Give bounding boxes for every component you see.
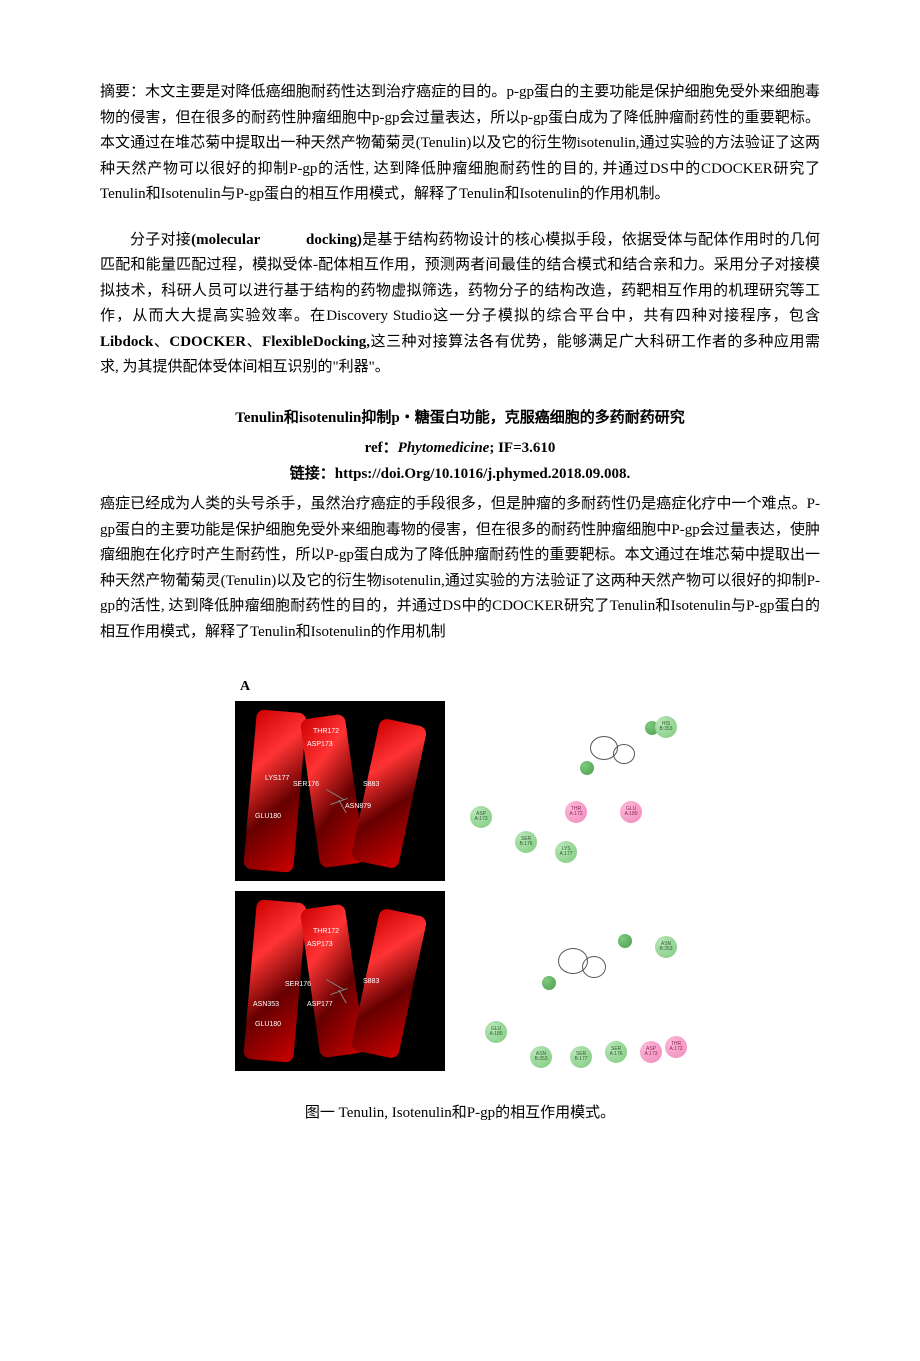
link-prefix: 链接： (290, 466, 335, 482)
docking-prefix: 分子对接 (130, 232, 191, 248)
residue-label: ASP173 (307, 939, 333, 951)
residue-circle: ASN B:353 (530, 1046, 552, 1068)
residue-label: THR172 (313, 726, 339, 738)
ligand-structure (325, 976, 355, 1006)
docking-bold3: CDOCKER (169, 334, 246, 350)
compound-structure (540, 926, 630, 996)
residue-label: GLU180 (255, 811, 281, 823)
residue-circle: SER B:177 (570, 1046, 592, 1068)
residue-label: S883 (363, 976, 379, 988)
atom-icon (542, 976, 556, 990)
residue-label: SER176 (285, 979, 311, 991)
helix-shape (350, 717, 427, 869)
docking-sep1: 、 (153, 334, 169, 350)
figure-row-bottom: THR172 ASP173 SER176 S883 ASN353 ASP177 … (235, 891, 685, 1071)
figure-caption: 图一 Tenulin, Isotenulin和P-gp的相互作用模式。 (100, 1101, 820, 1127)
residue-circle: ASP A:173 (640, 1041, 662, 1063)
abstract-paragraph: 摘要：木文主要是对降低癌细胞耐药性达到治疗癌症的目的。p-gp蛋白的主要功能是保… (100, 80, 820, 208)
residue-circle: LYS A:177 (555, 841, 577, 863)
interaction-diagram-top: HIS B:353 ASP A:173 THR A:172 GLU A:180 SER … (455, 701, 685, 881)
residue-circle: GLU A:180 (485, 1021, 507, 1043)
link-url: https://doi.Org/10.1016/j.phymed.2018.09… (335, 466, 630, 482)
residue-circle: SER B:176 (515, 831, 537, 853)
body-paragraph: 癌症已经成为人类的头号杀手，虽然治疗癌症的手段很多，但是肿瘤的多耐药性仍是癌症化… (100, 492, 820, 645)
article-title: Tenulin和isotenulin抑制p・糖蛋白功能，克服癌细胞的多药耐药研究 (100, 406, 820, 432)
residue-circle: SER A:176 (605, 1041, 627, 1063)
ref-suffix: ; IF=3.610 (489, 440, 555, 456)
interaction-diagram-bottom: ASN B:353 GLU A:180 ASN B:353 SER B:177 SER … (455, 891, 685, 1071)
residue-label: LYS177 (265, 773, 289, 785)
compound-structure (575, 716, 665, 786)
atom-icon (618, 934, 632, 948)
docking-bold4: FlexibleDocking, (262, 334, 370, 350)
ref-journal: Phytomedicine (398, 440, 490, 456)
helix-shape (350, 907, 427, 1059)
figure-panel: A THR172 ASP173 LYS177 SER176 S883 ASN87… (235, 675, 685, 1081)
residue-label: SER176 (293, 779, 319, 791)
residue-label: ASN353 (253, 999, 279, 1011)
residue-circle: ASN B:353 (655, 936, 677, 958)
residue-label: THR172 (313, 926, 339, 938)
residue-circle: THR A:172 (565, 801, 587, 823)
ref-prefix: ref： (365, 440, 398, 456)
residue-circle: HIS B:353 (655, 716, 677, 738)
reference-line: ref：Phytomedicine; IF=3.610 (100, 436, 820, 462)
protein-structure-image-bottom: THR172 ASP173 SER176 S883 ASN353 ASP177 … (235, 891, 445, 1071)
docking-intro-paragraph: 分子对接(molecular docking)是基于结构药物设计的核心模拟手段，… (100, 228, 820, 381)
residue-label: GLU180 (255, 1019, 281, 1031)
figure-container: A THR172 ASP173 LYS177 SER176 S883 ASN87… (100, 675, 820, 1126)
ligand-structure (325, 786, 355, 816)
link-line: 链接：https://doi.Org/10.1016/j.phymed.2018… (100, 462, 820, 488)
residue-circle: GLU A:180 (620, 801, 642, 823)
figure-row-top: THR172 ASP173 LYS177 SER176 S883 ASN879 … (235, 701, 685, 881)
atom-icon (580, 761, 594, 775)
docking-bold1: (molecular docking) (191, 232, 362, 248)
docking-sep2: 、 (246, 334, 262, 350)
residue-circle: ASP A:173 (470, 806, 492, 828)
panel-label-a: A (235, 675, 685, 699)
residue-label: S883 (363, 779, 379, 791)
residue-label: ASP173 (307, 739, 333, 751)
helix-shape (243, 709, 307, 873)
docking-bold2: Libdock (100, 334, 153, 350)
protein-structure-image-top: THR172 ASP173 LYS177 SER176 S883 ASN879 … (235, 701, 445, 881)
residue-circle: THR A:172 (665, 1036, 687, 1058)
